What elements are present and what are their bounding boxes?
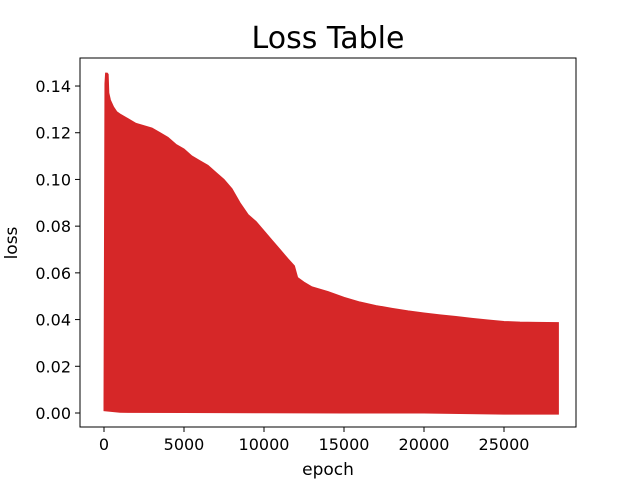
y-tick-label: 0.12 bbox=[35, 124, 71, 143]
y-tick-label: 0.02 bbox=[35, 357, 71, 376]
y-tick-label: 0.08 bbox=[35, 217, 71, 236]
y-tick-label: 0.06 bbox=[35, 264, 71, 283]
x-tick-label: 0 bbox=[99, 435, 109, 454]
y-tick-label: 0.10 bbox=[35, 170, 71, 189]
y-axis: 0.00 0.02 0.04 0.06 0.08 0.10 0.12 0.14 bbox=[35, 77, 80, 423]
chart-title: Loss Table bbox=[252, 21, 405, 56]
y-tick-label: 0.04 bbox=[35, 311, 71, 330]
x-tick-label: 5000 bbox=[164, 435, 205, 454]
axes-frame bbox=[79, 57, 577, 428]
loss-series-area bbox=[103, 72, 559, 415]
x-tick-label: 20000 bbox=[399, 435, 450, 454]
y-tick-label: 0.00 bbox=[35, 404, 71, 423]
x-tick-label: 10000 bbox=[239, 435, 290, 454]
plot-area bbox=[103, 72, 559, 415]
y-tick-label: 0.14 bbox=[35, 77, 71, 96]
y-axis-label: loss bbox=[2, 226, 22, 259]
x-tick-label: 15000 bbox=[319, 435, 370, 454]
x-axis-label: epoch bbox=[302, 460, 354, 480]
x-axis: 0 5000 10000 15000 20000 25000 bbox=[99, 427, 530, 454]
x-tick-label: 25000 bbox=[479, 435, 530, 454]
